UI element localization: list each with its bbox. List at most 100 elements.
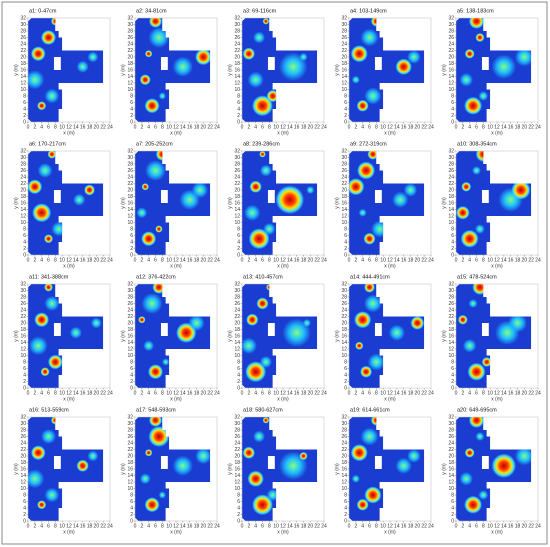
y-tick-label: 0 — [130, 385, 133, 391]
heatmap-spot — [459, 471, 474, 486]
y-tick-label: 6 — [237, 100, 240, 106]
hole — [374, 57, 382, 70]
x-tick-label: 24 — [107, 523, 113, 529]
panel: a10: 308-354cm02468101214161820222426283… — [441, 141, 541, 269]
heatmap-spot — [44, 88, 60, 104]
y-tick-label: 4 — [344, 239, 347, 245]
x-tick-label: 22 — [528, 390, 534, 396]
y-tick-label: 16 — [341, 67, 347, 73]
y-tick-label: 16 — [448, 67, 454, 73]
x-tick-label: 22 — [421, 257, 427, 263]
y-tick-label: 10 — [127, 87, 133, 93]
x-axis-label: x (m) — [170, 130, 182, 136]
y-tick-label: 30 — [448, 288, 454, 294]
x-tick-label: 0 — [241, 390, 244, 396]
x-tick-label: 4 — [40, 124, 43, 130]
y-tick-label: 24 — [341, 174, 347, 180]
hole — [374, 323, 382, 336]
hole — [374, 456, 382, 469]
panel: a19: 614-661cm02468101214161820222426283… — [334, 407, 434, 535]
y-tick-label: 6 — [237, 233, 240, 239]
panel-label: a16: 513-559cm — [29, 407, 69, 413]
y-tick-label: 18 — [234, 460, 240, 466]
y-tick-label: 4 — [344, 505, 347, 511]
heatmap-spot — [32, 203, 52, 223]
heatmap-spot — [461, 181, 472, 192]
x-tick-label: 22 — [100, 390, 106, 396]
x-tick-label: 6 — [475, 257, 478, 263]
x-tick-label: 22 — [314, 390, 320, 396]
x-tick-label: 22 — [207, 124, 213, 130]
heatmap-spot — [457, 314, 468, 325]
y-tick-label: 22 — [341, 314, 347, 320]
y-tick-label: 26 — [341, 301, 347, 307]
heatmap-spot — [139, 473, 151, 485]
y-tick-label: 24 — [234, 440, 240, 446]
y-tick-label: 32 — [448, 15, 454, 21]
x-tick-label: 14 — [287, 257, 293, 263]
heatmap-spot — [481, 357, 492, 367]
x-tick-label: 8 — [482, 257, 485, 263]
y-tick-label: 18 — [127, 460, 133, 466]
y-tick-label: 14 — [448, 207, 454, 213]
y-tick-label: 4 — [23, 505, 26, 511]
y-tick-label: 28 — [448, 28, 454, 34]
y-tick-label: 24 — [127, 174, 133, 180]
panel: a20: 649-695cm02468101214161820222426283… — [441, 407, 541, 535]
y-tick-label: 2 — [237, 379, 240, 385]
y-tick-label: 26 — [127, 35, 133, 41]
y-tick-label: 8 — [451, 226, 454, 232]
x-tick-label: 14 — [394, 124, 400, 130]
x-tick-label: 22 — [528, 523, 534, 529]
x-tick-label: 0 — [241, 257, 244, 263]
y-axis-label: y (m) — [227, 197, 233, 209]
heatmap-spot — [355, 341, 364, 350]
y-tick-label: 2 — [344, 246, 347, 252]
y-tick-label: 28 — [341, 28, 347, 34]
x-tick-label: 12 — [494, 124, 500, 130]
panel-label: a15: 478-524cm — [457, 274, 497, 280]
y-tick-label: 22 — [341, 181, 347, 187]
heatmap-spot — [158, 491, 167, 499]
x-tick-label: 18 — [301, 390, 307, 396]
x-axis-label: x (m) — [491, 396, 503, 402]
heatmap-spot — [41, 30, 56, 45]
heatmap-spot — [244, 204, 261, 221]
heatmap — [135, 18, 211, 122]
x-tick-label: 16 — [508, 257, 514, 263]
heatmap — [28, 417, 104, 521]
y-tick-label: 20 — [127, 187, 133, 193]
x-tick-label: 16 — [294, 523, 300, 529]
x-tick-label: 8 — [268, 390, 271, 396]
y-tick-label: 16 — [20, 200, 26, 206]
x-tick-label: 2 — [461, 257, 464, 263]
x-tick-label: 10 — [487, 390, 493, 396]
x-tick-label: 20 — [415, 390, 421, 396]
y-tick-label: 18 — [341, 327, 347, 333]
x-tick-label: 12 — [387, 390, 393, 396]
y-tick-label: 18 — [127, 327, 133, 333]
y-tick-label: 14 — [448, 74, 454, 80]
heatmap-spot — [468, 417, 485, 428]
x-tick-label: 16 — [187, 390, 193, 396]
panel-label: a10: 308-354cm — [457, 141, 497, 147]
heatmap-spot — [253, 430, 266, 443]
hole — [481, 456, 489, 469]
heatmap-spot — [263, 222, 276, 236]
y-tick-label: 14 — [127, 74, 133, 80]
hole — [267, 323, 275, 336]
y-tick-label: 30 — [234, 22, 240, 28]
y-tick-label: 28 — [127, 161, 133, 167]
y-tick-label: 14 — [127, 473, 133, 479]
y-tick-label: 22 — [341, 447, 347, 453]
y-tick-label: 22 — [20, 181, 26, 187]
x-tick-label: 6 — [154, 124, 157, 130]
hole — [160, 190, 168, 203]
x-tick-label: 0 — [455, 523, 458, 529]
y-tick-label: 22 — [448, 314, 454, 320]
y-tick-label: 20 — [20, 453, 26, 459]
y-tick-label: 4 — [130, 106, 133, 112]
y-tick-label: 26 — [20, 35, 26, 41]
heatmap — [349, 284, 425, 388]
panel-label: a20: 649-695cm — [457, 407, 497, 413]
